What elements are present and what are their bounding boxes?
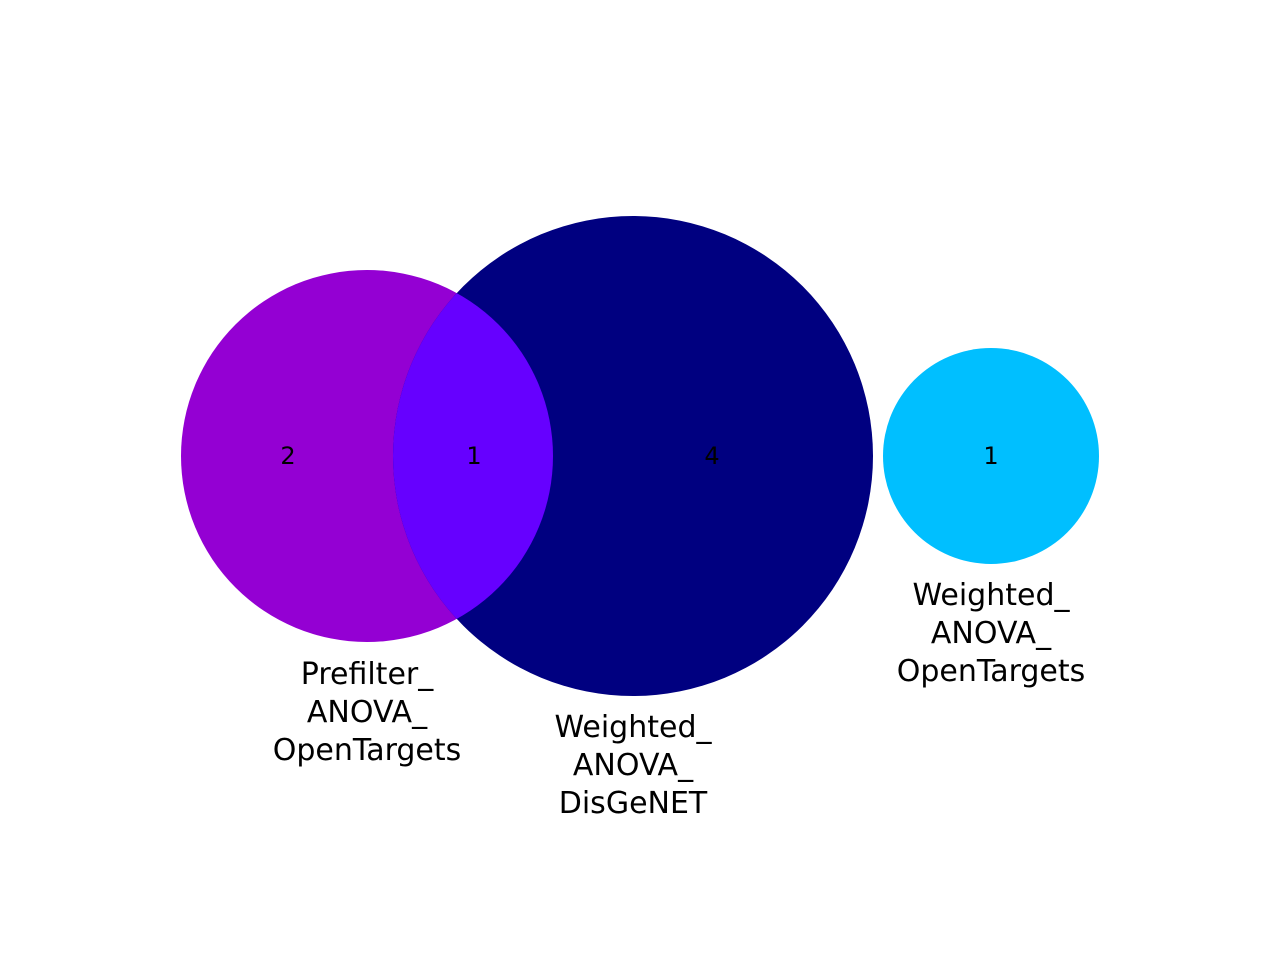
region-count-disgenet-only: 4 — [704, 442, 719, 470]
set-label-line: OpenTargets — [897, 654, 1086, 689]
set-label-weighted-anova-disgenet: Weighted_ ANOVA_ DisGeNET — [554, 710, 712, 821]
region-count-prefilter-only: 2 — [280, 442, 295, 470]
set-label-line: Prefilter_ — [301, 657, 434, 692]
set-label-line: ANOVA_ — [307, 695, 428, 730]
set-label-line: Weighted_ — [912, 578, 1070, 613]
set-circle-weighted-anova-opentargets — [883, 348, 1099, 564]
set-label-line: ANOVA_ — [573, 748, 694, 783]
set-label-line: Weighted_ — [554, 710, 712, 745]
region-count-prefilter-and-disgenet: 1 — [466, 442, 481, 470]
region-count-weighted-opentargets-only: 1 — [983, 442, 998, 470]
set-label-line: OpenTargets — [273, 733, 462, 768]
set-label-line: DisGeNET — [559, 786, 708, 821]
set-label-weighted-anova-opentargets: Weighted_ ANOVA_ OpenTargets — [897, 578, 1086, 689]
set-label-prefilter-anova-opentargets: Prefilter_ ANOVA_ OpenTargets — [273, 657, 462, 768]
set-circle-weighted-anova-disgenet — [393, 216, 873, 696]
set-label-line: ANOVA_ — [931, 616, 1052, 651]
